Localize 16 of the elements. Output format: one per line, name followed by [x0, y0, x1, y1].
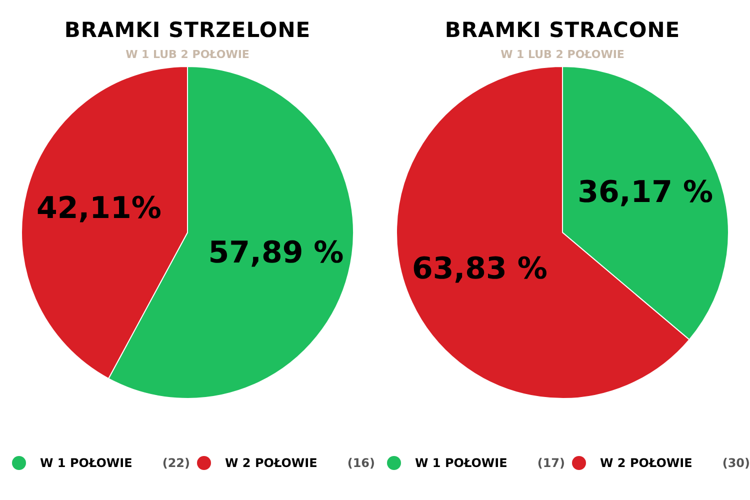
text: (22): [162, 456, 190, 470]
legend-label: W 1 POŁOWIE: [415, 456, 508, 470]
legend-label: W 2 POŁOWIE: [225, 456, 318, 470]
legend-label: W 2 POŁOWIE: [600, 456, 692, 470]
text: (30): [722, 456, 750, 470]
data-label: 36,17 %: [578, 174, 714, 210]
chart-subtitle: W 1 LUB 2 POŁOWIE: [124, 48, 250, 63]
data-label: 42,11%: [36, 190, 162, 226]
text: (16): [347, 456, 375, 470]
chart-subtitle: W 1 LUB 2 POŁOWIE: [500, 48, 626, 63]
chart-title: BRAMKI STRZELONE: [63, 18, 312, 44]
legend-label: W 1 POŁOWIE: [40, 456, 132, 470]
data-label: 63,83 %: [412, 252, 548, 287]
chart-title: BRAMKI STRACONE: [444, 18, 682, 44]
text: (17): [537, 456, 565, 470]
data-label: 57,89 %: [208, 236, 344, 271]
